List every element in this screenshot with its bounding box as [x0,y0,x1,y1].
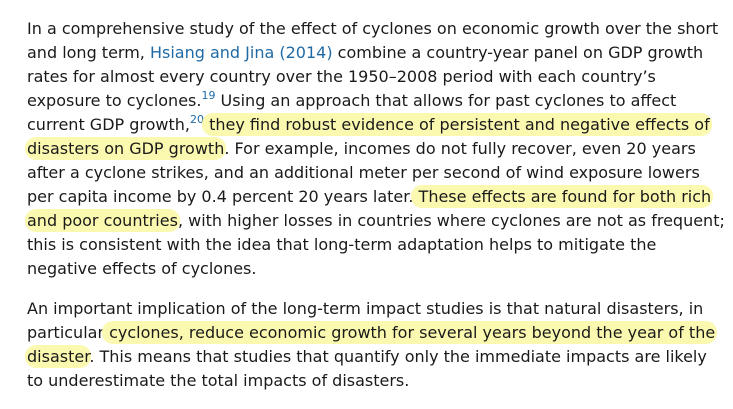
text-span: An important implication of the long-ter… [27,299,704,318]
text-span: combine a country-year panel on GDP grow… [332,43,704,62]
text-span: . For example, incomes do not fully reco… [224,139,696,158]
text-span: In a comprehensive study of the effect o… [27,19,719,38]
highlighted-text: disasters on GDP growth [27,139,225,158]
text-span: after a cyclone strikes, and an addition… [27,163,700,182]
text-line: and poor countries, with higher losses i… [27,209,725,233]
text-span: to underestimate the total impacts of di… [27,371,410,390]
text-span: and long term, [27,43,150,62]
text-span: rates for almost every country over the … [27,67,656,86]
highlighted-text: cyclones, reduce economic growth for sev… [104,323,716,342]
text-line: In a comprehensive study of the effect o… [27,17,718,41]
highlighted-text: disaster [27,347,90,366]
text-span: per capita income by 0.4 percent 20 year… [27,187,414,206]
highlighted-text: they find robust evidence of persistent … [204,115,710,134]
text-line: and long term, Hsiang and Jina (2014) co… [27,41,703,65]
text-span: particular [27,323,105,342]
text-span: this is consistent with the idea that lo… [27,235,657,254]
text-line: this is consistent with the idea that lo… [27,233,656,257]
text-line: per capita income by 0.4 percent 20 year… [27,185,712,209]
text-line: disaster. This means that studies that q… [27,345,707,369]
text-span: exposure to cyclones. [27,91,202,110]
text-line: particular cyclones, reduce economic gro… [27,321,716,345]
highlighted-text: and poor countries [27,211,178,230]
text-span: , with higher losses in countries where … [177,211,725,230]
text-line: disasters on GDP growth. For example, in… [27,137,696,161]
text-span: Using an approach that allows for past c… [215,91,677,110]
text-line: current GDP growth,20 they find robust e… [27,113,710,137]
text-line: exposure to cyclones.19 Using an approac… [27,89,676,113]
footnote-ref-19[interactable]: 19 [201,89,216,102]
text-line: rates for almost every country over the … [27,65,656,89]
citation-link-hsiang-jina[interactable]: Hsiang and Jina (2014) [149,43,333,62]
text-line: to underestimate the total impacts of di… [27,369,409,393]
footnote-ref-20[interactable]: 20 [190,113,205,126]
text-line: after a cyclone strikes, and an addition… [27,161,700,185]
text-line: negative effects of cyclones. [27,257,256,281]
text-span: negative effects of cyclones. [27,259,257,278]
highlighted-text: These effects are found for both rich [413,187,712,206]
text-span: current GDP growth, [27,115,191,134]
text-line: An important implication of the long-ter… [27,297,703,321]
text-span: . This means that studies that quantify … [89,347,707,366]
